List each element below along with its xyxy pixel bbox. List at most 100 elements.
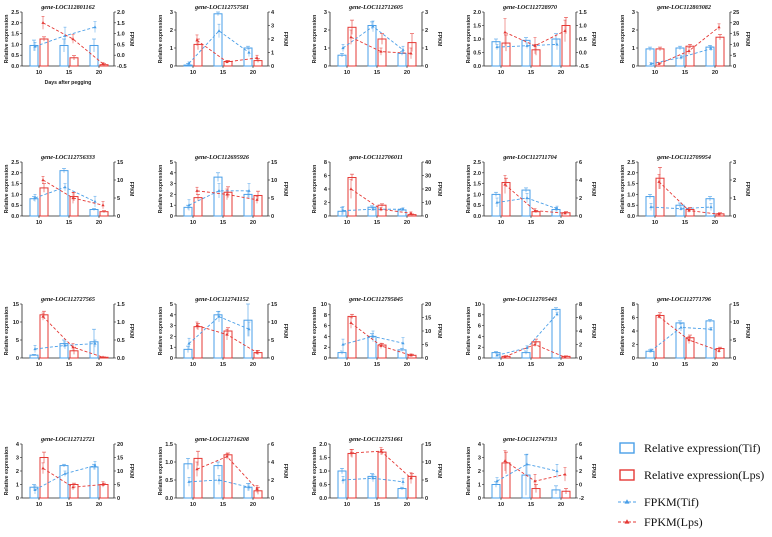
y-tick-label: 2.0: [319, 442, 327, 448]
y2-tick-label: 5: [425, 478, 428, 484]
fpkm-tif-point: [679, 325, 683, 329]
x-tick-label: 10: [344, 362, 350, 368]
legend: Relative expression(Tif) Relative express…: [618, 441, 764, 529]
bar-tif: [521, 189, 531, 217]
bar-lps: [407, 475, 417, 499]
y-tick-label: 0.0: [319, 496, 327, 502]
fpkm-tif-point: [649, 62, 653, 65]
fpkm-tif-point: [341, 342, 345, 346]
fpkm-lps-point: [503, 182, 507, 186]
legend-item-0: Relative expression(Tif): [619, 441, 761, 455]
chart-title: gene-LOC112727565: [40, 296, 95, 303]
y2-tick-label: 6: [579, 160, 582, 166]
y-tick-label: 1: [170, 203, 173, 209]
chart-title: gene-LOC112801162: [40, 4, 95, 11]
y2-tick-label: 2.0: [117, 10, 125, 16]
y2-tick-label: 1.5: [117, 302, 125, 308]
fpkm-tif-point: [341, 46, 345, 50]
bar-lps: [347, 452, 357, 499]
chart-title: gene-LOC112706011: [348, 154, 403, 161]
x-tick-label: 15: [220, 362, 226, 368]
fpkm-lps-point: [409, 51, 413, 55]
fpkm-tif-point: [555, 42, 559, 46]
y2-axis-label: FPKM: [590, 324, 596, 339]
y2-tick-label: 1.5: [579, 10, 587, 16]
y-tick-label: 2: [170, 192, 173, 198]
x-tick-label: 10: [190, 70, 196, 76]
y-axis-label: Relative expression: [4, 447, 10, 496]
x-tick-label: 10: [498, 502, 504, 508]
y-tick-label: 1.5: [319, 456, 327, 462]
chart-panel-gene-LOC112712721: gene-LOC112712721 0 1 2 3 4 0 5 10 15 20 10 15 20 Rela…: [4, 436, 134, 508]
x-tick-label: 10: [190, 220, 196, 226]
x-tick-label: 10: [36, 502, 42, 508]
fpkm-lps-line: [658, 316, 720, 352]
y2-tick-label: 2: [579, 343, 582, 349]
fpkm-lps-point: [101, 203, 105, 207]
y2-axis-label: FPKM: [282, 32, 288, 47]
chart-title: gene-LOC112695926: [194, 154, 250, 161]
x-tick-label: 15: [528, 502, 534, 508]
y-axis-label: Relative expression: [466, 15, 472, 64]
x-tick-label: 15: [528, 220, 534, 226]
y-axis-label: Relative expression: [312, 307, 318, 356]
y-tick-label: 1.5: [473, 182, 481, 188]
bar-lps: [377, 451, 387, 499]
fpkm-lps-point: [379, 49, 383, 53]
y-tick-label: 4: [478, 442, 482, 448]
y-tick-label: 0.5: [165, 478, 173, 484]
legend-swatch-marker: [624, 519, 630, 524]
y-axis-label: Relative expression: [620, 165, 626, 214]
fpkm-lps-point: [71, 345, 75, 349]
y-tick-label: 2: [324, 28, 327, 34]
fpkm-tif-point: [525, 43, 529, 47]
y-tick-label: 8: [324, 313, 327, 319]
x-axis-label: Days after pegging: [45, 80, 92, 86]
fpkm-tif-point: [495, 200, 499, 204]
y2-tick-label: 10: [271, 320, 277, 326]
bar-tif: [337, 470, 347, 499]
y-tick-label: 0.0: [473, 64, 481, 70]
y-tick-label: 1: [324, 46, 327, 52]
y-tick-label: 3: [324, 10, 327, 16]
bar-tif: [29, 198, 39, 217]
fpkm-tif-point: [555, 207, 559, 210]
bar-tif: [551, 308, 561, 359]
y-tick-label: 0.5: [473, 203, 481, 209]
x-tick-label: 10: [498, 220, 504, 226]
y2-tick-label: 1: [733, 196, 736, 202]
bar-tif: [213, 13, 223, 67]
y-tick-label: 1.5: [11, 182, 19, 188]
y2-tick-label: 0.5: [117, 338, 125, 344]
fpkm-lps-point: [71, 196, 75, 200]
fpkm-lps-point: [717, 25, 721, 29]
y-tick-label: 2.0: [11, 21, 19, 27]
fpkm-tif-point: [93, 463, 97, 467]
fpkm-lps-point: [41, 466, 45, 470]
y-axis-label: Relative expression: [4, 15, 10, 64]
y-tick-label: 2: [324, 345, 327, 351]
x-tick-label: 15: [682, 70, 688, 76]
y2-tick-label: 10: [117, 178, 123, 184]
x-tick-label: 10: [652, 70, 658, 76]
y-tick-label: 0: [478, 496, 481, 502]
chart-title: gene-LOC112795845: [348, 296, 403, 303]
y-tick-label: 0: [16, 356, 19, 362]
bar-lps: [39, 457, 49, 499]
chart-panel-gene-LOC112795845: gene-LOC112795845 0 2 4 6 8 10 0 5 10 15 20 10 15 20 Re…: [312, 296, 442, 368]
fpkm-lps-line: [350, 36, 412, 54]
y2-tick-label: 2: [425, 28, 428, 34]
x-tick-label: 20: [712, 220, 718, 226]
y-tick-label: 8: [632, 302, 635, 308]
fpkm-tif-point: [217, 189, 221, 192]
y-tick-label: 3: [16, 456, 19, 462]
chart-panel-gene-LOC112711704: gene-LOC112711704 0.0 0.5 1.0 1.5 2.0 2.5 0 2 4 6 1…: [466, 154, 596, 226]
y2-tick-label: 0.0: [579, 51, 587, 57]
y-tick-label: 2: [632, 343, 635, 349]
y2-tick-label: 3: [271, 24, 274, 30]
y-tick-label: 0.0: [11, 64, 19, 70]
fpkm-lps-point: [255, 198, 259, 201]
fpkm-lps-point: [563, 29, 567, 32]
fpkm-lps-point: [101, 355, 105, 359]
fpkm-lps-point: [225, 192, 229, 196]
